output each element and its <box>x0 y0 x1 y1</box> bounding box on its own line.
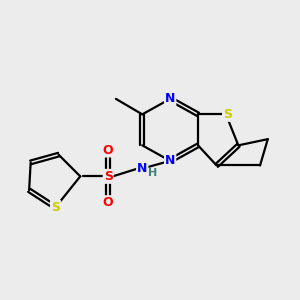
Text: N: N <box>165 92 175 105</box>
Text: N: N <box>165 154 175 167</box>
Text: N: N <box>137 162 147 175</box>
Text: S: S <box>223 108 232 121</box>
Text: O: O <box>103 143 113 157</box>
Text: S: S <box>104 170 113 183</box>
Text: O: O <box>103 196 113 209</box>
Text: H: H <box>148 168 158 178</box>
Text: S: S <box>51 201 60 214</box>
